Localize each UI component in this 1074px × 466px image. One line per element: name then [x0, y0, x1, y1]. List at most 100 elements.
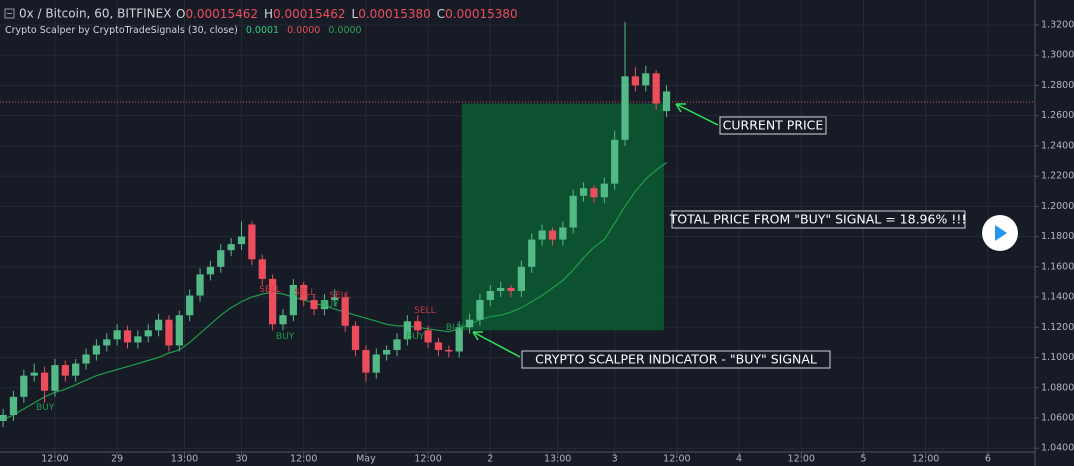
candle-body [258, 259, 266, 279]
x-tick-label: 12:00 [663, 454, 690, 465]
x-tick-label: 13:00 [171, 454, 198, 465]
indicator-readout: 0.0000 [328, 25, 361, 36]
candle-body [507, 287, 515, 292]
candle-body [621, 76, 629, 140]
indicator-readout: 0.0001 [246, 25, 279, 36]
callout-text: TOTAL PRICE FROM "BUY" SIGNAL = 18.96% !… [669, 212, 967, 227]
y-tick-label: 1.0400 [1041, 443, 1074, 454]
header: 0x / Bitcoin, 60, BITFINEX O0.00015462 H0… [4, 7, 518, 36]
candle-body [486, 291, 494, 301]
candle-body [9, 396, 18, 415]
candle-body [113, 330, 121, 340]
candle-body [538, 230, 546, 240]
y-tick-label: 1.1200 [1041, 322, 1074, 333]
candle-body [517, 266, 526, 292]
callout-box [521, 350, 831, 369]
candle-body [268, 278, 277, 325]
candle-body [662, 91, 671, 112]
x-tick-label: 12:00 [414, 454, 441, 465]
candle-body [227, 244, 235, 251]
candle-body [289, 284, 297, 316]
candle-body [434, 342, 443, 350]
callout-box [671, 210, 966, 229]
candle-body [331, 297, 339, 301]
x-tick-label: 4 [736, 454, 742, 465]
y-tick-label: 1.0800 [1041, 382, 1074, 393]
candle-body [165, 319, 173, 346]
candle-body [310, 300, 318, 310]
candle-body [154, 319, 163, 331]
candle-body [51, 365, 59, 391]
y-tick-label: 1.3000 [1041, 50, 1074, 61]
candle-body [279, 315, 287, 325]
candle-body [497, 287, 505, 292]
candle-body [103, 339, 111, 346]
x-tick-label: 12:00 [912, 454, 939, 465]
candle-body [300, 284, 308, 301]
signal-label: BUY [320, 300, 339, 310]
arrow-line [472, 331, 521, 358]
ohlc-key: H [264, 7, 273, 21]
candle-body [465, 319, 474, 328]
candle-body [455, 327, 463, 352]
candle-body [548, 230, 557, 240]
symbol-title: 0x / Bitcoin, 60, BITFINEX [19, 7, 171, 21]
candle-body [476, 300, 484, 320]
signal-label: SELL [259, 285, 280, 295]
x-tick-label: 2 [487, 454, 493, 465]
indicator-name: Crypto Scalper by CryptoTradeSignals (30… [5, 25, 238, 36]
y-tick-label: 1.1600 [1041, 261, 1074, 272]
candle-body [196, 274, 204, 296]
candle-body [351, 325, 360, 350]
ohlc-value: 0.00015462 [185, 7, 258, 21]
candle-body [403, 321, 411, 340]
indicator-readout: 0.0000 [287, 25, 320, 36]
callout-box [719, 116, 827, 135]
callouts: CURRENT PRICE TOTAL PRICE FROM "BUY" SIG… [472, 103, 967, 369]
x-tick-label: 5 [860, 454, 866, 465]
y-tick-label: 1.1000 [1041, 352, 1074, 363]
candle-body [72, 363, 80, 376]
ohlc-value: 0.00015462 [273, 7, 346, 21]
candle-body [217, 250, 225, 267]
arrow-line [675, 103, 719, 126]
signal-label: SELL [329, 291, 350, 301]
candle-body [92, 345, 101, 355]
play-button[interactable] [982, 215, 1018, 251]
callout-text: CURRENT PRICE [723, 118, 824, 133]
candle-body [414, 321, 422, 331]
x-tick-label: 13:00 [544, 454, 571, 465]
candle-body [40, 372, 49, 391]
ohlc-key: C [437, 7, 445, 21]
arrow-head [675, 103, 686, 113]
candle-body [175, 315, 183, 346]
candle-body [20, 375, 28, 397]
candle-body [642, 73, 650, 86]
candle-body [144, 330, 152, 337]
ohlc-value: 0.00015380 [358, 7, 431, 21]
x-tick-label: 3 [612, 454, 618, 465]
ohlc-key: L [352, 7, 359, 21]
candle-body [631, 76, 640, 86]
y-tick-label: 1.2600 [1041, 110, 1074, 121]
candle-body [30, 372, 38, 376]
candle-body [393, 339, 401, 350]
x-tick-label: 30 [235, 454, 247, 465]
candle-body [590, 188, 598, 198]
signal-label: BUY [446, 323, 465, 333]
candle-body [528, 239, 536, 267]
y-tick-label: 1.2000 [1041, 201, 1074, 212]
indicator-legend: Crypto Scalper by CryptoTradeSignals (30… [5, 25, 362, 36]
ohlc-value: 0.00015380 [445, 7, 518, 21]
candle-body [134, 336, 142, 343]
x-tick-label: 12:00 [41, 454, 68, 465]
x-tick-label: 29 [111, 454, 123, 465]
candle-body [611, 139, 619, 184]
candle-body [123, 330, 132, 343]
candle-body [600, 183, 608, 198]
play-icon [995, 225, 1007, 241]
signal-label: SELL [414, 306, 435, 316]
candle-body [569, 195, 577, 228]
candle-body [559, 227, 567, 240]
collapse-icon[interactable] [4, 8, 15, 19]
